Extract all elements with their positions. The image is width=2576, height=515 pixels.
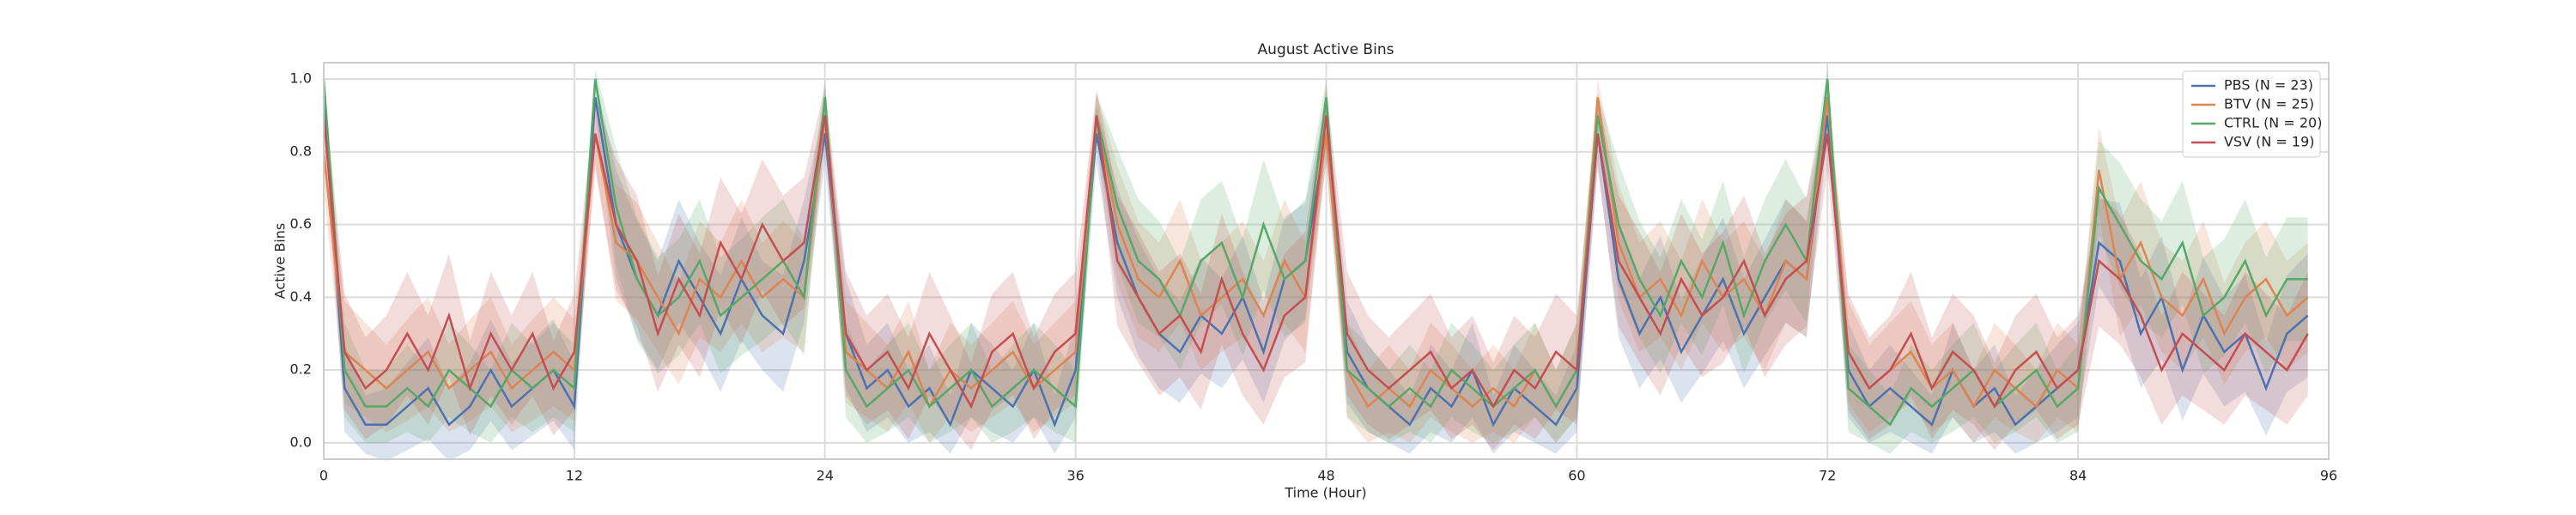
x-tick-label: 60 (1568, 468, 1585, 484)
x-tick-label: 12 (566, 468, 583, 484)
x-tick-label: 24 (817, 468, 834, 484)
chart-title: August Active Bins (1258, 41, 1394, 58)
legend-label: VSV (N = 19) (2224, 134, 2315, 150)
y-tick-label: 1.0 (290, 70, 312, 87)
x-tick-label: 48 (1317, 468, 1334, 484)
x-tick-label: 36 (1066, 468, 1084, 484)
confidence-band (324, 86, 2308, 451)
x-tick-label: 72 (1819, 468, 1836, 484)
confidence-band (324, 79, 2308, 462)
legend-label: PBS (N = 23) (2224, 77, 2313, 94)
x-tick-label: 96 (2320, 468, 2337, 484)
series-line (322, 115, 2309, 409)
y-tick-label: 0.4 (290, 288, 312, 305)
x-axis-label: Time (Hour) (1284, 485, 1366, 501)
y-tick-label: 0.0 (290, 433, 312, 450)
x-tick-label: 84 (2069, 468, 2087, 484)
y-tick-label: 0.8 (290, 142, 312, 159)
plot-frame (323, 62, 2330, 460)
legend-label: CTRL (N = 20) (2224, 115, 2322, 131)
legend: PBS (N = 23) BTV (N = 25) CTRL (N = 20) VSV… (2182, 70, 2322, 158)
legend-label: BTV (N = 25) (2224, 96, 2314, 112)
legend-frame (2182, 70, 2321, 158)
x-tick-label: 0 (319, 468, 328, 484)
y-axis-label: Active Bins (272, 223, 289, 299)
y-tick-label: 0.6 (290, 215, 312, 232)
y-tick-label: 0.2 (290, 361, 312, 378)
